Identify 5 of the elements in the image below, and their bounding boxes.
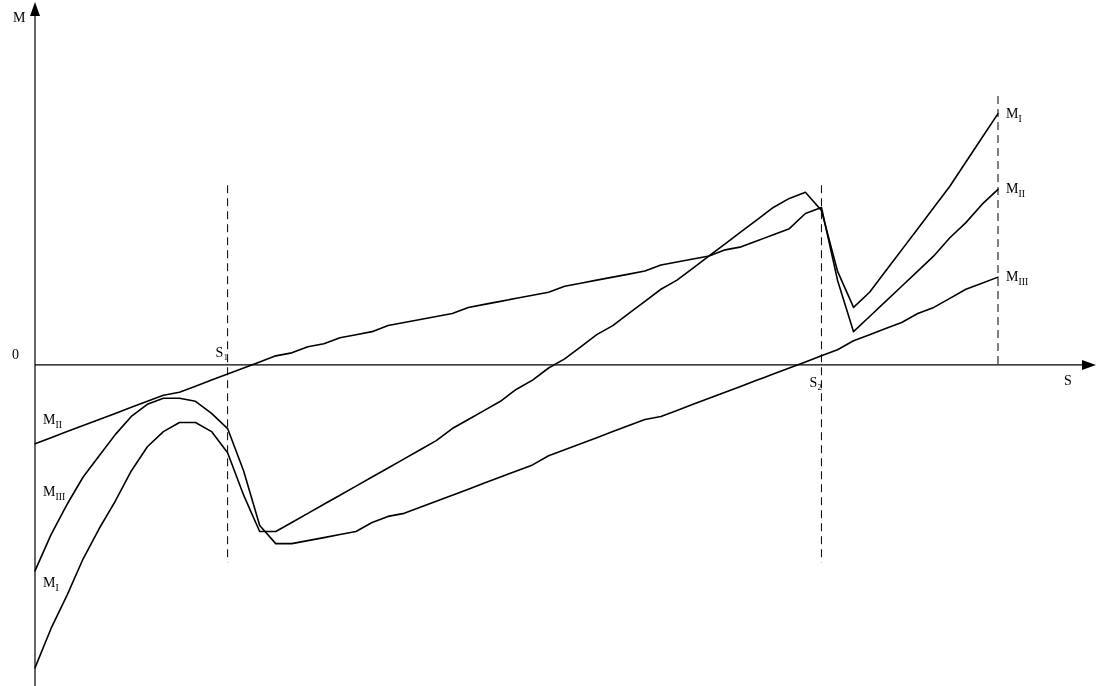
text: 0 bbox=[12, 346, 19, 362]
x-tick-label: S₂ bbox=[809, 374, 823, 390]
text: M bbox=[13, 10, 26, 25]
x-axis-title: S bbox=[1064, 372, 1072, 388]
x-tick-label: S₁ bbox=[215, 344, 229, 360]
